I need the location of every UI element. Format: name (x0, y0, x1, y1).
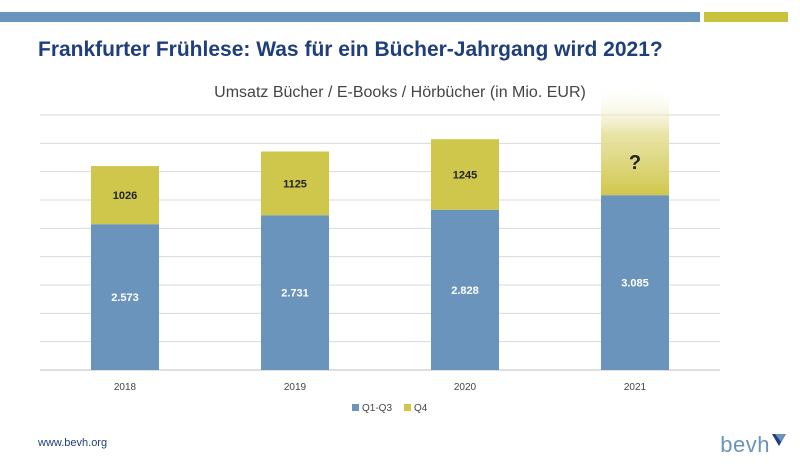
x-tick-label: 2021 (624, 382, 647, 393)
data-label-q1-q3: 2.731 (281, 288, 309, 300)
data-label-q1-q3: 2.828 (451, 285, 479, 297)
bar-q1-q3-2021[interactable] (601, 195, 669, 370)
x-tick-label: 2020 (454, 382, 477, 393)
x-tick-label: 2018 (114, 382, 137, 393)
bar-q4-2018[interactable] (91, 166, 159, 225)
legend-label[interactable]: Q1-Q3 (362, 403, 392, 414)
logo-mark-icon (772, 434, 786, 446)
header-accent-olive (704, 12, 788, 22)
legend-swatch (352, 404, 359, 411)
bar-q1-q3-2018[interactable] (91, 224, 159, 370)
page-title: Frankfurter Frühlese: Was für ein Bücher… (38, 38, 663, 61)
bar-q1-q3-2019[interactable] (261, 215, 329, 370)
logo-text: bevh (720, 432, 770, 457)
data-label-q4: 1125 (283, 178, 307, 190)
bar-q4-2020[interactable] (431, 139, 499, 210)
data-label-q4: ? (629, 152, 641, 174)
bar-q1-q3-2020[interactable] (431, 209, 499, 370)
bevh-logo: bevh (720, 432, 786, 458)
footer-url[interactable]: www.bevh.org (38, 437, 108, 449)
legend-label[interactable]: Q4 (414, 403, 428, 414)
data-label-q1-q3: 2.573 (111, 292, 139, 304)
data-label-q1-q3: 3.085 (621, 278, 649, 290)
legend-swatch (404, 404, 411, 411)
data-label-q4: 1245 (453, 169, 477, 181)
bar-q4-2021[interactable] (601, 85, 669, 196)
chart-title: Umsatz Bücher / E-Books / Hörbücher (in … (214, 84, 586, 101)
header-accent-blue (0, 12, 700, 22)
data-label-q4: 1026 (113, 190, 137, 202)
bar-q4-2019[interactable] (261, 151, 329, 216)
x-tick-label: 2019 (284, 382, 307, 393)
